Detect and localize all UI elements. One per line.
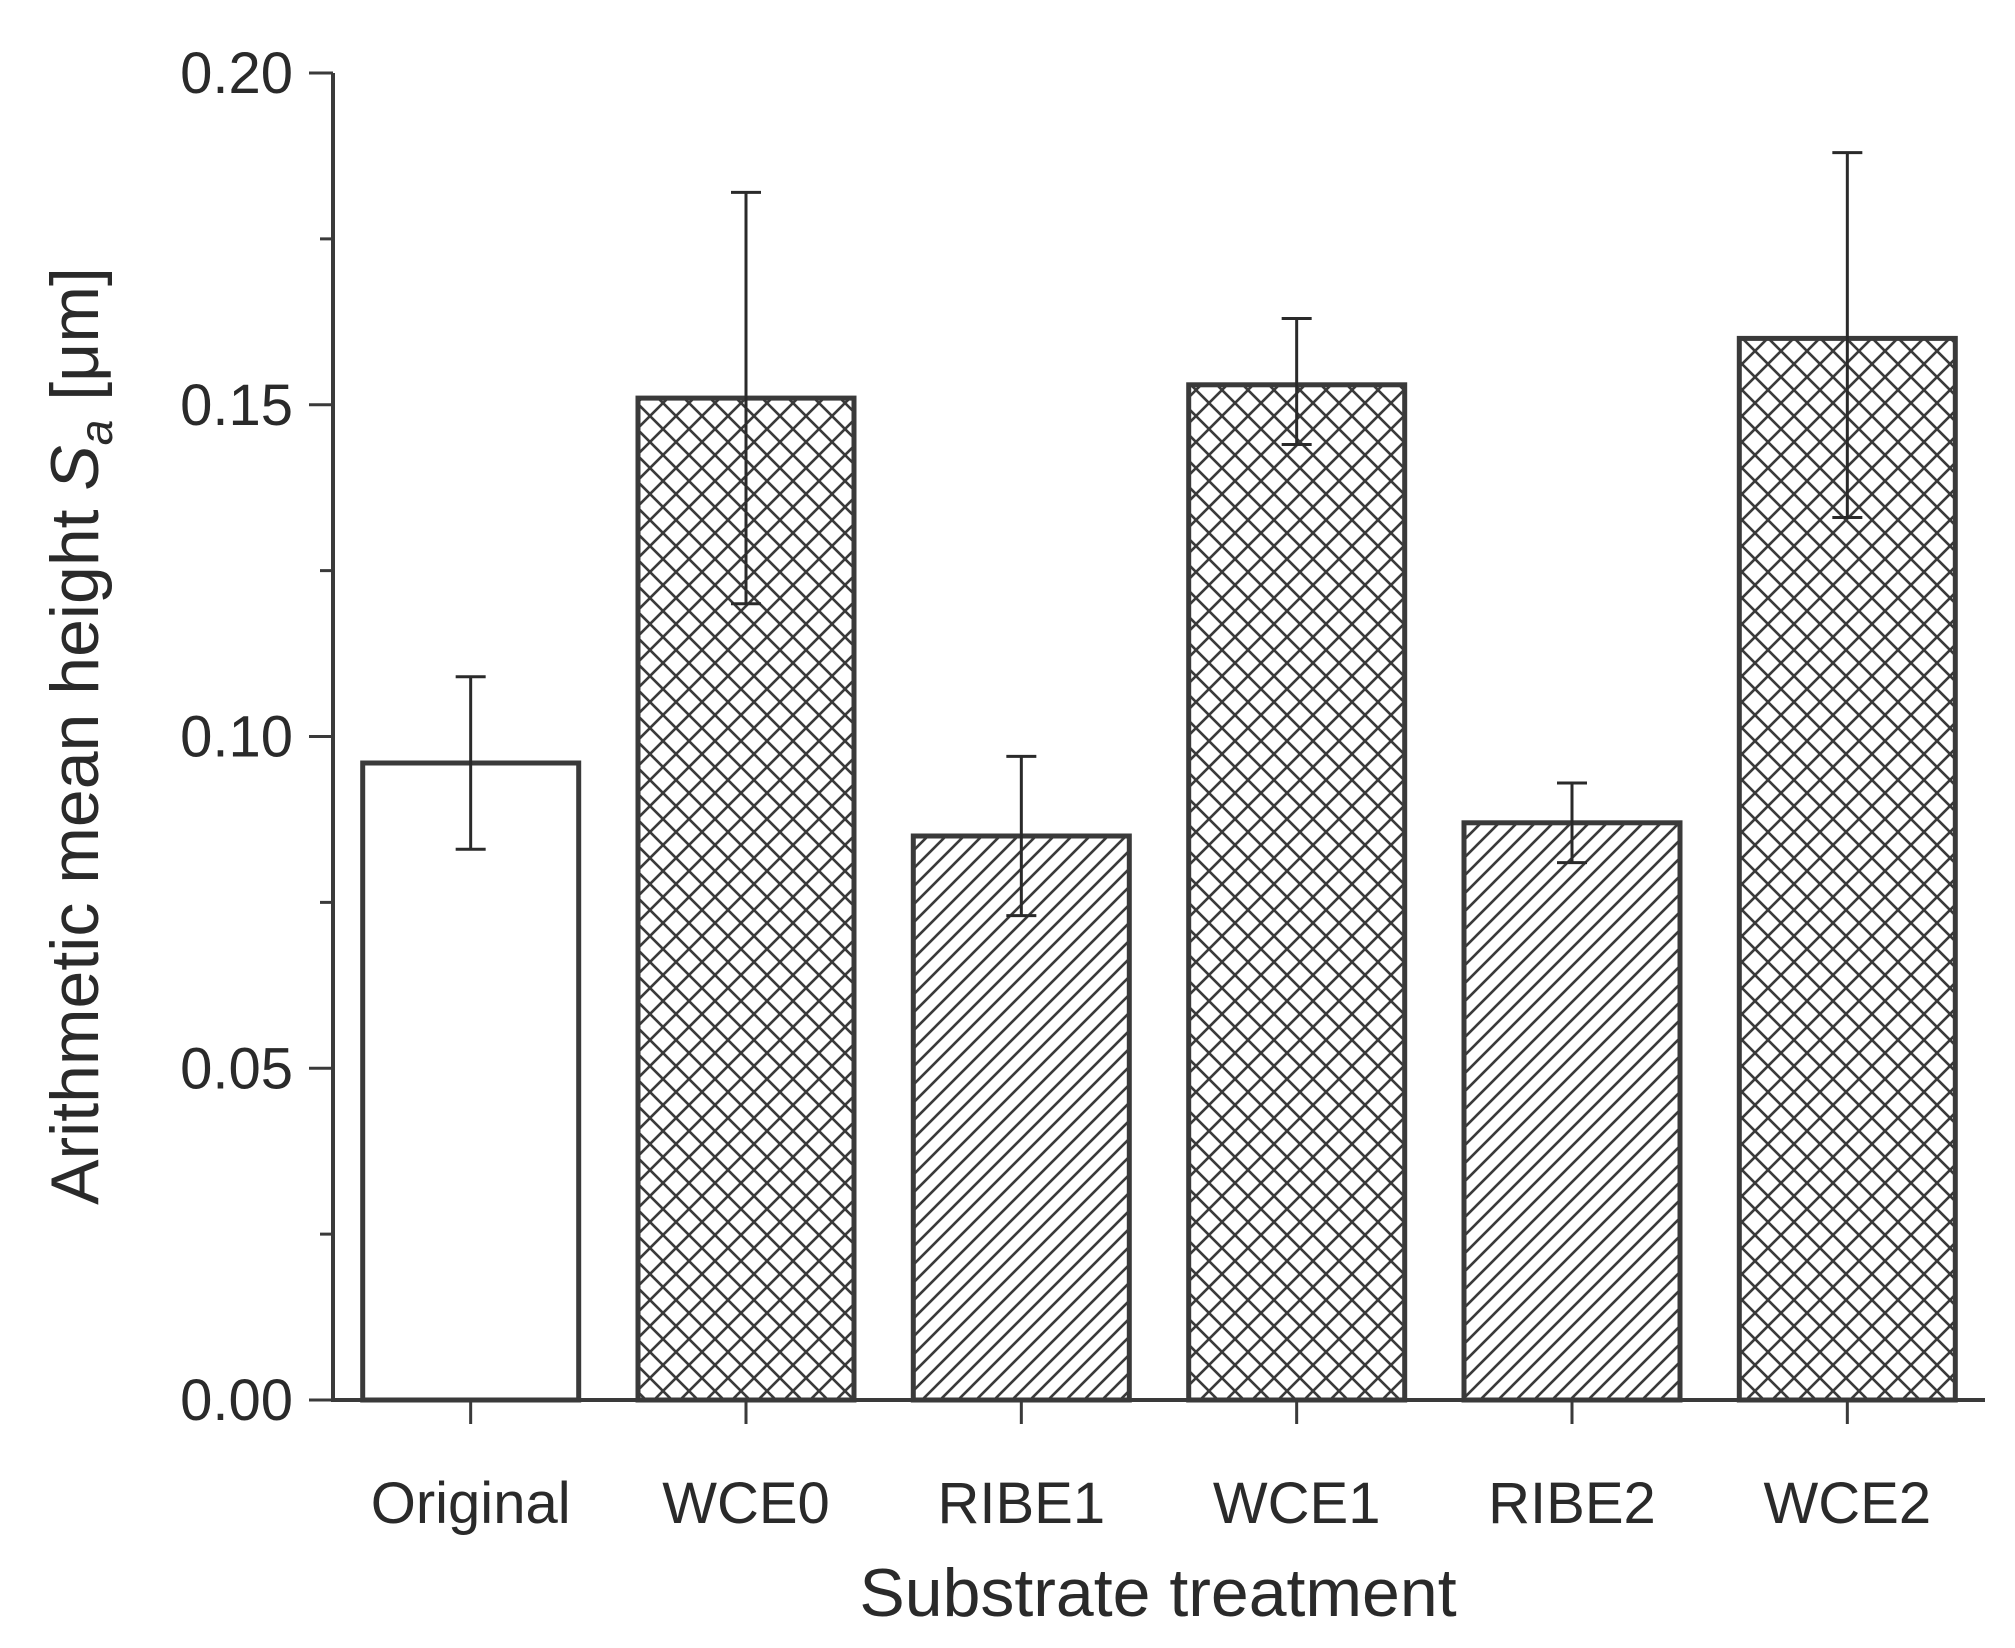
y-axis-title-unit: [μm] — [37, 267, 113, 420]
x-tick-label-ribe1: RIBE1 — [938, 1471, 1106, 1536]
x-ticks: Original WCE0 RIBE1 WCE1 RIBE2 WCE2 — [371, 1400, 1931, 1536]
x-axis-title: Substrate treatment — [859, 1555, 1456, 1631]
y-tick-label-4: 0.20 — [180, 41, 293, 106]
x-tick-label-original: Original — [371, 1471, 571, 1536]
bar-wce1 — [1186, 382, 1408, 1403]
y-ticks: 0.00 0.05 0.10 0.15 0.20 — [180, 41, 333, 1433]
y-axis-title-symbol: S — [37, 445, 113, 490]
bars — [360, 335, 1958, 1403]
bar-ribe1 — [910, 833, 1132, 1403]
y-tick-label-1: 0.05 — [180, 1036, 293, 1101]
x-tick-label-ribe2: RIBE2 — [1488, 1471, 1656, 1536]
x-tick-label-wce0: WCE0 — [662, 1471, 830, 1536]
x-tick-label-wce1: WCE1 — [1213, 1471, 1381, 1536]
y-tick-label-0: 0.00 — [180, 1368, 293, 1433]
error-bars — [455, 151, 1863, 918]
y-axis-title: Arithmetic mean height Sa [μm] — [37, 267, 122, 1205]
y-axis-title-main: Arithmetic mean height — [37, 491, 113, 1205]
bar-ribe2 — [1461, 820, 1683, 1403]
y-tick-label-3: 0.15 — [180, 373, 293, 438]
y-axis-title-subscript: a — [70, 420, 122, 446]
bar-original — [360, 760, 582, 1403]
x-tick-label-wce2: WCE2 — [1764, 1471, 1932, 1536]
y-tick-label-2: 0.10 — [180, 705, 293, 770]
